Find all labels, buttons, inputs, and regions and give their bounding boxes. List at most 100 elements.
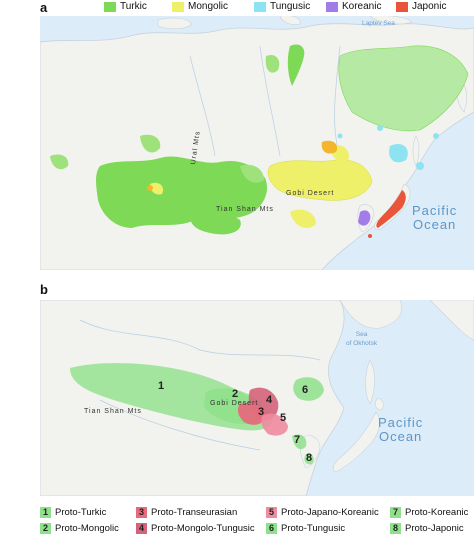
region-number-1: 1	[158, 380, 165, 392]
arctic-island	[279, 16, 301, 25]
region-proto-japonic	[304, 453, 314, 465]
japonic-area	[376, 190, 406, 228]
region-number-3: 3	[258, 406, 265, 418]
mongolic-area-kalmyk	[150, 182, 164, 195]
kamchatka-coast	[429, 300, 474, 341]
tungusic-area	[337, 133, 343, 139]
mongolic-area	[267, 159, 373, 201]
legend-item-turkic: Turkic	[104, 1, 147, 12]
japan-islands	[332, 411, 380, 473]
legend-label: Turkic	[120, 1, 147, 12]
japonic-area-ryukyu	[368, 234, 372, 238]
region-proto-japano-koreanic	[261, 413, 288, 436]
legend-item-tungusic: Tungusic	[254, 1, 310, 12]
panel-b-legend: 1 Proto-Turkic 3 Proto-Transeurasian 5 P…	[40, 505, 474, 539]
tungusic-area	[433, 133, 439, 139]
turkic-area-yakut	[338, 45, 469, 132]
turkic-area	[50, 154, 69, 170]
region-number-8: 8	[306, 452, 313, 464]
hokkaido-island	[374, 397, 384, 411]
region-number-2: 2	[232, 388, 239, 400]
legend-swatch: 7	[390, 507, 401, 518]
legend-item-japonic: Japonic	[396, 1, 446, 12]
region-proto-tungusic	[293, 377, 324, 401]
legend-label: Proto-Tungusic	[281, 523, 346, 534]
legend-item-proto-tungusic: 6 Proto-Tungusic	[266, 523, 345, 534]
okhotsk-line1: Sea	[355, 331, 368, 338]
tian-shan-label: Tian Shan Mts	[84, 408, 142, 415]
tungusic-area	[389, 143, 408, 163]
legend-item-proto-koreanic: 7 Proto-Koreanic	[390, 507, 468, 518]
panel-a-letter: a	[40, 0, 48, 15]
legend-item-mongolic: Mongolic	[172, 1, 228, 12]
region-number-7: 7	[294, 434, 301, 446]
arctic-island	[369, 16, 413, 25]
turkic-area-volga	[140, 134, 161, 153]
turkic-swatch	[104, 1, 116, 12]
legend-swatch: 3	[136, 507, 147, 518]
orange-area	[147, 185, 153, 191]
map-b-svg	[40, 300, 474, 496]
region-proto-transeurasian	[237, 402, 266, 425]
turkic-area-kazakh	[190, 173, 234, 199]
legend-label: Koreanic	[342, 1, 382, 12]
legend-label: Proto-Koreanic	[405, 507, 469, 518]
sea-of-okhotsk-label: Sea of Okhotsk	[346, 330, 377, 348]
legend-swatch: 1	[40, 507, 51, 518]
legend-item-proto-japano-koreanic: 5 Proto-Japano-Koreanic	[266, 507, 379, 518]
region-number-5: 5	[280, 412, 287, 424]
map-panel-a: Laptev Sea Ural Mts Tian Shan Mts Gobi D…	[40, 16, 474, 270]
turkic-area-uyghur	[190, 211, 241, 235]
pacific-line1: Pacific	[412, 203, 458, 218]
legend-label: Proto-Mongolic	[55, 523, 119, 534]
region-number-6: 6	[302, 384, 309, 396]
siberia-coast	[339, 300, 402, 329]
mongolic-swatch	[172, 1, 184, 12]
pacific-ocean-label: Pacific Ocean	[412, 204, 457, 232]
map-a-svg	[40, 16, 474, 270]
legend-label: Proto-Transeurasian	[151, 507, 238, 518]
rivers	[79, 319, 321, 451]
turkic-area	[265, 54, 280, 73]
pacific-line2: Ocean	[412, 217, 457, 232]
legend-label: Tungusic	[270, 1, 311, 12]
koreanic-swatch	[326, 1, 338, 12]
mongolic-orange-area	[321, 140, 338, 154]
tian-shan-label: Tian Shan Mts	[216, 206, 274, 213]
panel-b-letter: b	[40, 282, 48, 297]
legend-label: Japonic	[412, 1, 447, 12]
map-panel-b: Sea of Okhotsk Tian Shan Mts Gobi Desert…	[40, 300, 474, 496]
laptev-sea-label: Laptev Sea	[362, 20, 395, 27]
legend-swatch: 4	[136, 523, 147, 534]
japonic-swatch	[396, 1, 408, 12]
okhotsk-line2: of Okhotsk	[346, 340, 378, 347]
legend-item-proto-mongolic: 2 Proto-Mongolic	[40, 523, 119, 534]
legend-item-proto-japonic: 8 Proto-Japonic	[390, 523, 464, 534]
legend-label: Proto-Japonic	[405, 523, 464, 534]
legend-item-proto-turkic: 1 Proto-Turkic	[40, 507, 106, 518]
legend-label: Mongolic	[188, 1, 229, 12]
legend-label: Proto-Turkic	[55, 507, 107, 518]
turkic-area-dolgan	[287, 44, 305, 86]
tungusic-swatch	[254, 1, 266, 12]
legend-swatch: 6	[266, 523, 277, 534]
legend-item-koreanic: Koreanic	[326, 1, 381, 12]
region-proto-koreanic	[292, 434, 307, 450]
pacific-line2: Ocean	[378, 429, 423, 444]
mongolic-area	[290, 209, 316, 228]
legend-swatch: 8	[390, 523, 401, 534]
tungusic-area	[377, 125, 383, 131]
gobi-desert-label: Gobi Desert	[210, 400, 259, 407]
pacific-ocean-label: Pacific Ocean	[378, 416, 423, 444]
gobi-desert-label: Gobi Desert	[286, 190, 335, 197]
legend-label: Proto-Mongolo-Tungusic	[151, 523, 255, 534]
legend-item-proto-mongolo-tungusic: 4 Proto-Mongolo-Tungusic	[136, 523, 255, 534]
legend-swatch: 2	[40, 523, 51, 534]
turkic-area-central-asia	[96, 156, 268, 228]
legend-item-proto-transeurasian: 3 Proto-Transeurasian	[136, 507, 237, 518]
turkic-area-tuva	[240, 164, 264, 183]
region-number-4: 4	[266, 394, 273, 406]
pacific-line1: Pacific	[378, 415, 424, 430]
tungusic-area	[416, 162, 424, 170]
sakhalin-island	[365, 359, 375, 405]
